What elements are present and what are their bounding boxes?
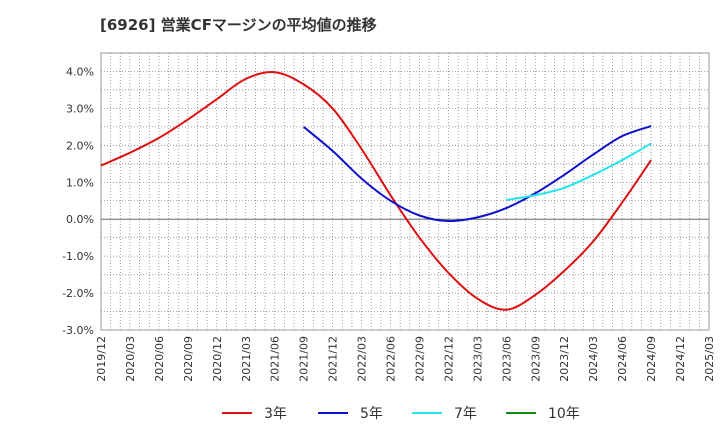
x-tick-label: 2024/09 [645,336,658,382]
x-tick-label: 2021/12 [327,336,340,382]
x-tick-label: 2022/12 [442,336,455,382]
y-tick-label: 4.0% [66,65,94,78]
x-tick-label: 2022/09 [413,336,426,382]
legend-label: 3年 [264,406,287,422]
x-tick-label: 2025/03 [703,336,716,382]
legend-label: 7年 [454,406,477,422]
grid-lines [100,52,710,331]
series-line-5年 [303,125,652,223]
x-tick-label: 2020/09 [182,336,195,382]
x-axis-ticks: 2019/12 2020/03 2020/06 2020/09 2020/12 2021/… [95,336,716,382]
x-tick-label: 2023/06 [500,336,513,382]
x-tick-label: 2024/12 [674,336,687,382]
y-tick-label: 2.0% [66,139,94,152]
x-tick-label: 2023/12 [558,336,571,382]
legend: 3年 5年 7年 10年 [222,406,580,422]
plot-frame [100,52,710,331]
x-tick-label: 2020/03 [124,336,137,382]
x-tick-label: 2022/03 [356,336,369,382]
x-tick-label: 2023/09 [529,336,542,382]
x-tick-label: 2024/06 [616,336,629,382]
y-tick-label: -2.0% [62,287,94,300]
legend-label: 5年 [360,406,383,422]
y-tick-label: 0.0% [66,213,94,226]
x-tick-label: 2021/03 [240,336,253,382]
series-line-7年 [506,142,652,201]
x-tick-label: 2021/09 [298,336,311,382]
legend-label: 10年 [548,406,580,422]
series-line-3年 [100,71,652,311]
y-tick-label: -1.0% [62,250,94,263]
x-tick-label: 2023/03 [471,336,484,382]
x-tick-label: 2019/12 [95,336,108,382]
y-axis-ticks: 4.0% 3.0% 2.0% 1.0% 0.0% -1.0% -2.0% -3.0% [62,65,94,337]
y-tick-label: -3.0% [62,324,94,337]
x-tick-label: 2020/12 [211,336,224,382]
x-tick-label: 2024/03 [587,336,600,382]
chart-title: [6926] 営業CFマージンの平均値の推移 [100,16,377,34]
x-tick-label: 2021/06 [269,336,282,382]
series-lines [100,71,652,311]
y-tick-label: 3.0% [66,102,94,115]
x-tick-label: 2020/06 [153,336,166,382]
x-tick-label: 2022/06 [385,336,398,382]
y-tick-label: 1.0% [66,176,94,189]
